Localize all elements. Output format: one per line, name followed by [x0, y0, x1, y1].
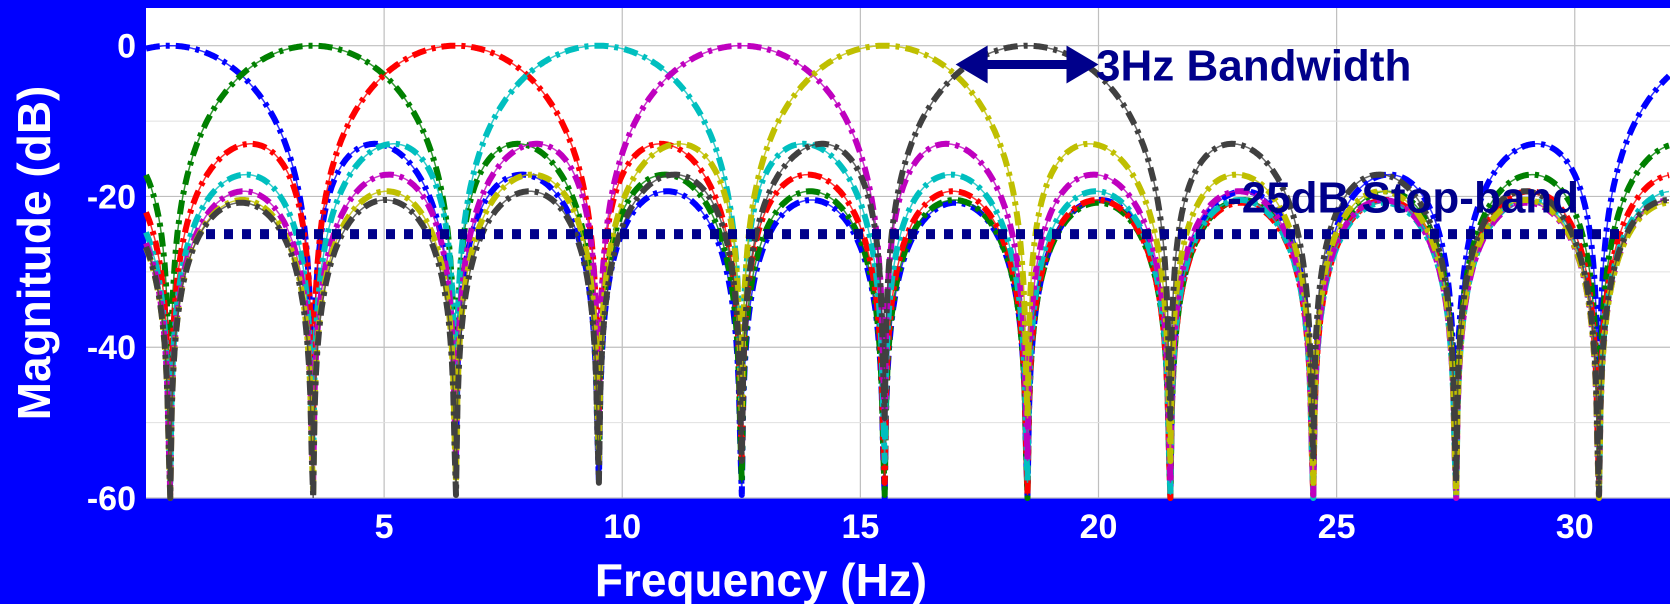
y-tick-label: -20 — [87, 178, 136, 216]
series-curves — [143, 42, 1670, 501]
bandwidth-annotation: 3Hz Bandwidth — [955, 42, 1411, 91]
bandwidth-arrow-head-left — [955, 45, 988, 84]
x-tick-label: 25 — [1318, 508, 1356, 546]
x-axis-title: Frequency (Hz) — [595, 554, 927, 604]
series-7-curve-thin — [145, 44, 1669, 499]
x-tick-label: 30 — [1556, 508, 1594, 546]
x-tick-labels: 5 10 15 20 25 30 — [375, 508, 1594, 546]
x-tick-label: 10 — [603, 508, 641, 546]
stopband-label: -25dB Stop-band — [1227, 173, 1579, 222]
y-tick-label: 0 — [117, 28, 136, 66]
y-axis-title: Magnitude (dB) — [8, 86, 60, 421]
y-tick-labels: 0 -20 -40 -60 — [87, 28, 136, 518]
bandwidth-label: 3Hz Bandwidth — [1096, 42, 1411, 91]
bandwidth-arrow-head-right — [1066, 45, 1099, 84]
x-tick-label: 20 — [1080, 508, 1118, 546]
series-6-curve-thin — [145, 44, 1670, 499]
x-tick-label: 15 — [841, 508, 879, 546]
x-tick-label: 5 — [375, 508, 394, 546]
series-5-curve-thin — [145, 44, 1670, 499]
series-2-curve-thin — [145, 44, 1670, 499]
y-tick-label: -40 — [87, 329, 136, 367]
y-tick-label: -60 — [87, 480, 136, 518]
